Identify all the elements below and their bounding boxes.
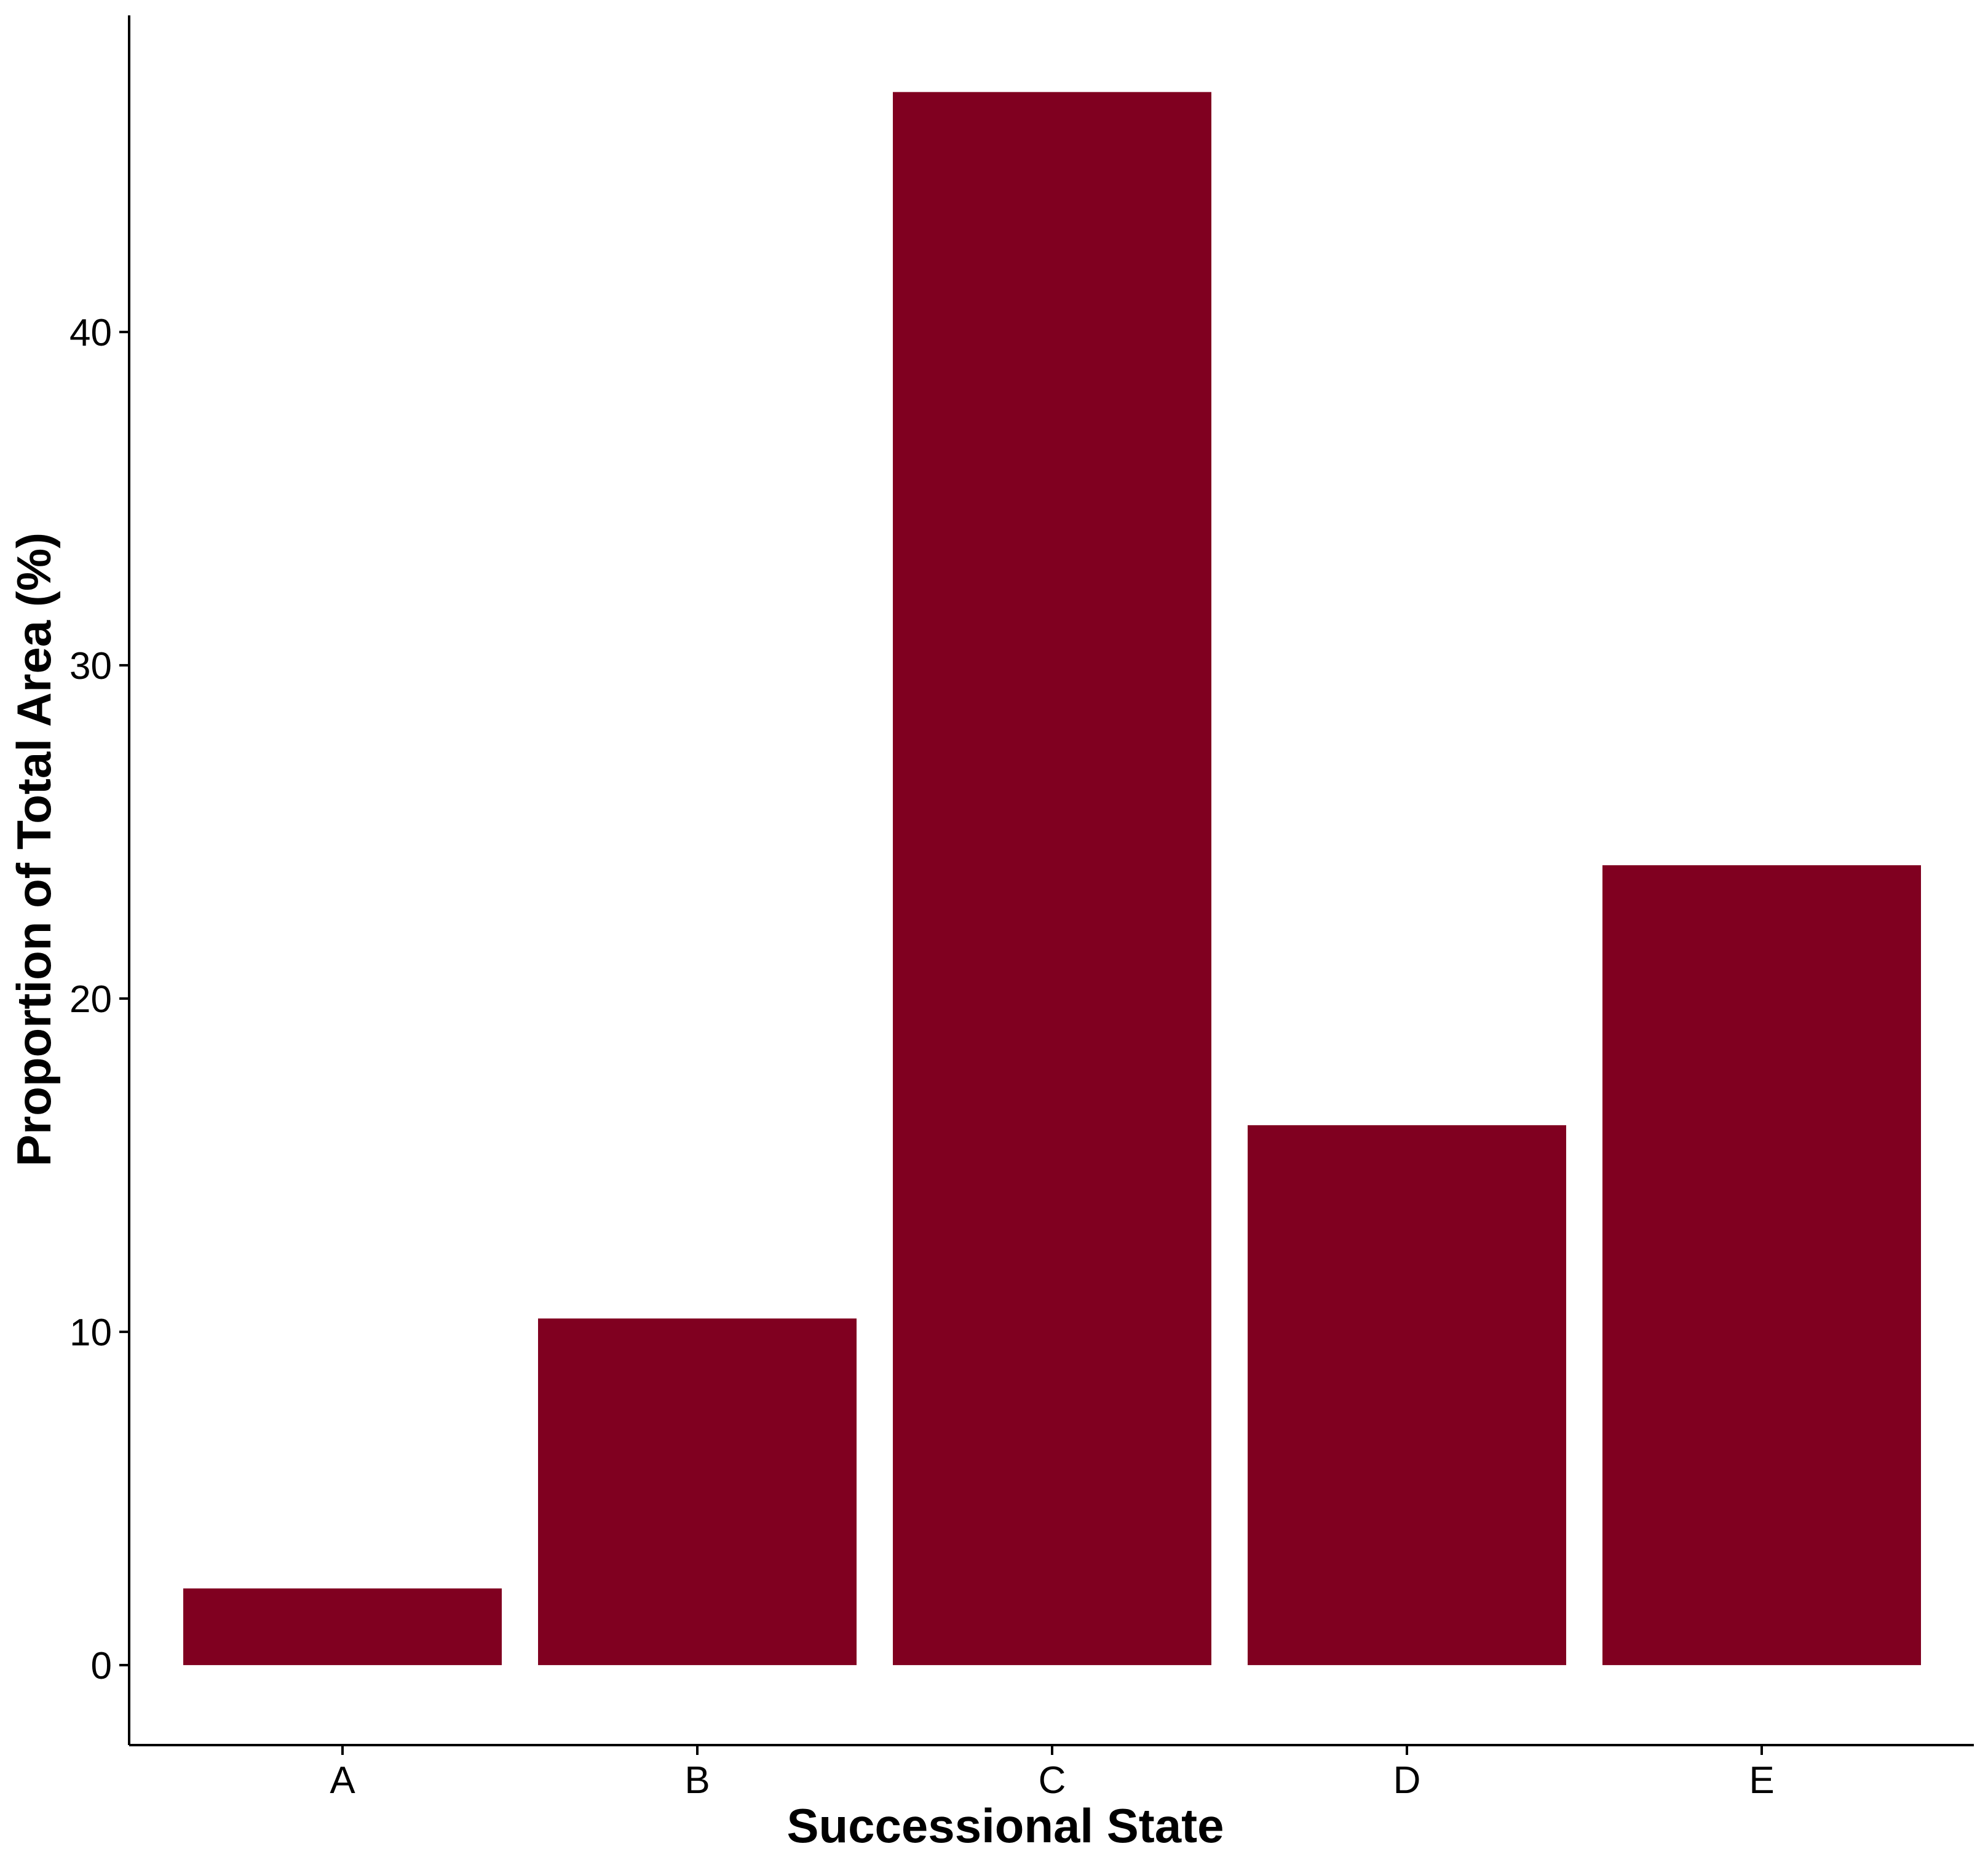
x-axis-title: Successional State: [787, 1799, 1224, 1853]
y-axis-ticks: 0 10 20 30 40: [69, 312, 129, 1687]
x-tick-label-C: C: [1039, 1759, 1066, 1802]
bar-A: [183, 1588, 502, 1665]
x-tick-label-A: A: [330, 1759, 355, 1802]
y-tick-label: 30: [69, 645, 112, 687]
y-tick-label: 0: [91, 1645, 112, 1687]
x-tick-label-D: D: [1393, 1759, 1421, 1802]
x-tick-label-E: E: [1749, 1759, 1774, 1802]
bars-group: [183, 92, 1921, 1665]
y-axis-title: Proportion of Total Area (%): [7, 533, 61, 1166]
y-tick-label: 40: [69, 312, 112, 354]
bar-D: [1248, 1125, 1566, 1665]
y-tick-label: 10: [69, 1312, 112, 1354]
x-tick-label-B: B: [684, 1759, 710, 1802]
y-tick-label: 20: [69, 978, 112, 1021]
bar-C: [893, 92, 1211, 1665]
bar-E: [1602, 865, 1921, 1665]
x-axis-ticks: A B C D E: [330, 1745, 1775, 1802]
bar-B: [538, 1318, 857, 1665]
